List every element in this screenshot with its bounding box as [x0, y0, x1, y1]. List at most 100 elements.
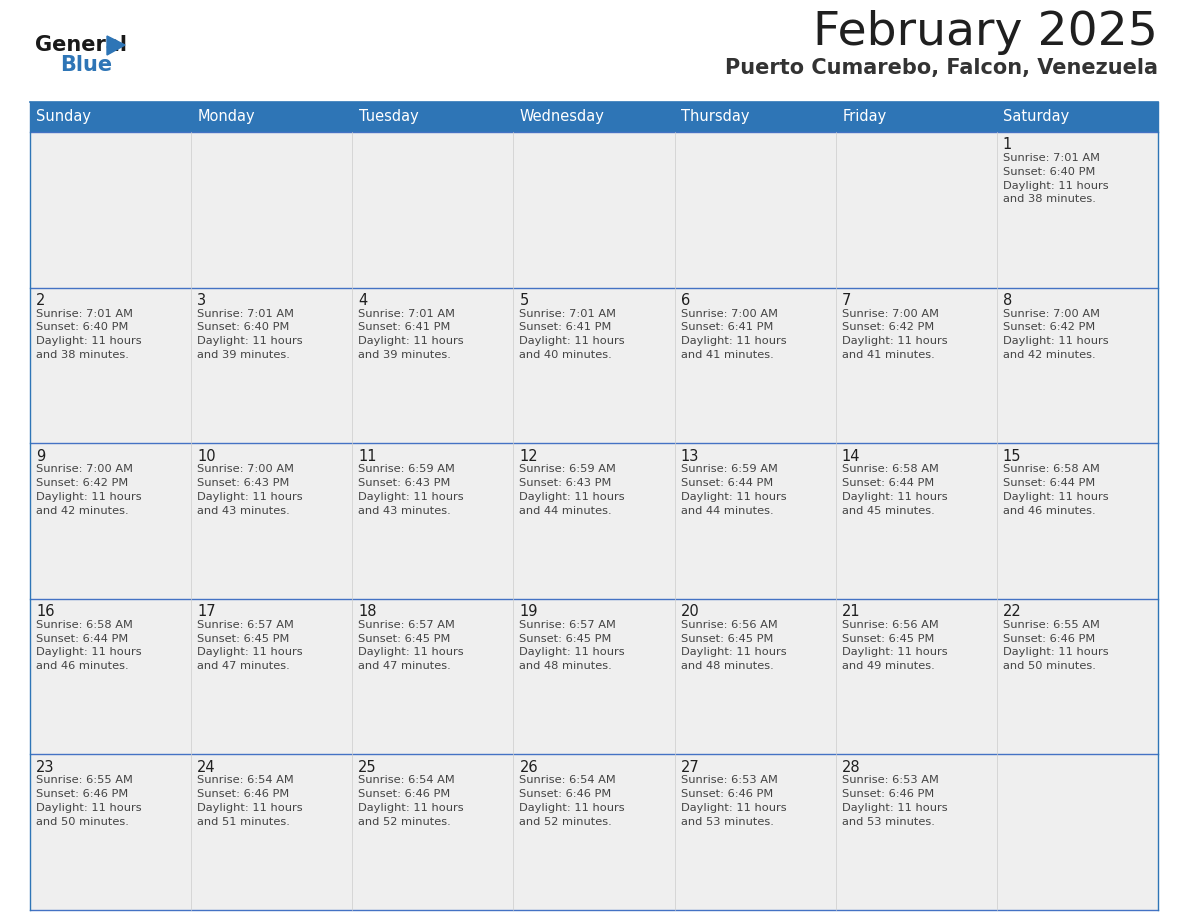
Text: Sunset: 6:44 PM: Sunset: 6:44 PM [681, 478, 773, 488]
Text: Sunrise: 6:53 AM: Sunrise: 6:53 AM [681, 776, 777, 786]
Bar [191, 755, 353, 910]
Text: Sunset: 6:41 PM: Sunset: 6:41 PM [359, 322, 450, 332]
Text: Sunset: 6:46 PM: Sunset: 6:46 PM [359, 789, 450, 800]
Text: Daylight: 11 hours: Daylight: 11 hours [1003, 492, 1108, 502]
Bar [30, 443, 191, 599]
Text: 4: 4 [359, 293, 367, 308]
Text: Sunset: 6:40 PM: Sunset: 6:40 PM [197, 322, 290, 332]
Text: Thursday: Thursday [681, 109, 750, 125]
Bar [835, 287, 997, 443]
Text: 10: 10 [197, 449, 216, 464]
Bar [513, 599, 675, 755]
Bar [191, 443, 353, 599]
Bar [835, 599, 997, 755]
Bar [997, 443, 1158, 599]
Text: Sunrise: 7:00 AM: Sunrise: 7:00 AM [1003, 308, 1100, 319]
Text: 20: 20 [681, 604, 700, 620]
Text: and 45 minutes.: and 45 minutes. [842, 506, 935, 516]
Text: and 48 minutes.: and 48 minutes. [519, 661, 612, 671]
Text: Sunrise: 7:01 AM: Sunrise: 7:01 AM [359, 308, 455, 319]
Text: Sunrise: 7:01 AM: Sunrise: 7:01 AM [1003, 153, 1100, 163]
Text: and 38 minutes.: and 38 minutes. [36, 350, 128, 360]
Text: Daylight: 11 hours: Daylight: 11 hours [1003, 647, 1108, 657]
Bar [997, 132, 1158, 287]
Text: Daylight: 11 hours: Daylight: 11 hours [36, 803, 141, 813]
Text: 25: 25 [359, 760, 377, 775]
Text: Sunset: 6:46 PM: Sunset: 6:46 PM [36, 789, 128, 800]
Text: and 42 minutes.: and 42 minutes. [1003, 350, 1095, 360]
Bar [30, 599, 191, 755]
Text: 26: 26 [519, 760, 538, 775]
Polygon shape [107, 36, 125, 55]
Text: and 52 minutes.: and 52 minutes. [519, 817, 612, 827]
Text: Daylight: 11 hours: Daylight: 11 hours [359, 336, 463, 346]
Bar [997, 287, 1158, 443]
Text: Daylight: 11 hours: Daylight: 11 hours [842, 803, 947, 813]
Text: Sunrise: 6:55 AM: Sunrise: 6:55 AM [1003, 620, 1100, 630]
Text: Daylight: 11 hours: Daylight: 11 hours [681, 803, 786, 813]
Text: and 44 minutes.: and 44 minutes. [681, 506, 773, 516]
Text: 12: 12 [519, 449, 538, 464]
Text: and 42 minutes.: and 42 minutes. [36, 506, 128, 516]
Text: Sunset: 6:43 PM: Sunset: 6:43 PM [197, 478, 290, 488]
Bar [675, 287, 835, 443]
Text: Daylight: 11 hours: Daylight: 11 hours [359, 803, 463, 813]
Text: Daylight: 11 hours: Daylight: 11 hours [519, 647, 625, 657]
Text: Daylight: 11 hours: Daylight: 11 hours [197, 647, 303, 657]
Text: Sunset: 6:46 PM: Sunset: 6:46 PM [1003, 633, 1095, 644]
Text: Wednesday: Wednesday [520, 109, 605, 125]
Text: 11: 11 [359, 449, 377, 464]
Text: Sunset: 6:42 PM: Sunset: 6:42 PM [1003, 322, 1095, 332]
Text: General: General [34, 35, 127, 55]
Text: and 48 minutes.: and 48 minutes. [681, 661, 773, 671]
Bar [675, 599, 835, 755]
Text: 16: 16 [36, 604, 55, 620]
Text: and 52 minutes.: and 52 minutes. [359, 817, 451, 827]
Text: 24: 24 [197, 760, 216, 775]
Text: Sunset: 6:46 PM: Sunset: 6:46 PM [197, 789, 290, 800]
Text: Sunset: 6:46 PM: Sunset: 6:46 PM [681, 789, 773, 800]
Text: and 46 minutes.: and 46 minutes. [36, 661, 128, 671]
Text: Daylight: 11 hours: Daylight: 11 hours [842, 492, 947, 502]
Text: and 39 minutes.: and 39 minutes. [359, 350, 451, 360]
Text: 15: 15 [1003, 449, 1022, 464]
Text: 21: 21 [842, 604, 860, 620]
Text: Sunset: 6:44 PM: Sunset: 6:44 PM [1003, 478, 1095, 488]
Text: 27: 27 [681, 760, 700, 775]
Text: Daylight: 11 hours: Daylight: 11 hours [36, 336, 141, 346]
Text: 3: 3 [197, 293, 207, 308]
Text: and 43 minutes.: and 43 minutes. [359, 506, 451, 516]
Text: Sunrise: 6:59 AM: Sunrise: 6:59 AM [519, 465, 617, 475]
Text: and 43 minutes.: and 43 minutes. [197, 506, 290, 516]
Text: Sunrise: 6:56 AM: Sunrise: 6:56 AM [842, 620, 939, 630]
Text: #1a1a1a: #1a1a1a [34, 37, 42, 38]
Bar [353, 599, 513, 755]
Text: and 41 minutes.: and 41 minutes. [681, 350, 773, 360]
Text: Sunset: 6:41 PM: Sunset: 6:41 PM [519, 322, 612, 332]
Bar [675, 132, 835, 287]
Text: Sunrise: 6:58 AM: Sunrise: 6:58 AM [36, 620, 133, 630]
Text: 17: 17 [197, 604, 216, 620]
Text: and 46 minutes.: and 46 minutes. [1003, 506, 1095, 516]
Bar [191, 599, 353, 755]
Text: and 47 minutes.: and 47 minutes. [197, 661, 290, 671]
Text: and 50 minutes.: and 50 minutes. [1003, 661, 1095, 671]
Bar [675, 755, 835, 910]
Text: Daylight: 11 hours: Daylight: 11 hours [681, 492, 786, 502]
Text: and 40 minutes.: and 40 minutes. [519, 350, 612, 360]
Text: Sunset: 6:45 PM: Sunset: 6:45 PM [197, 633, 290, 644]
Text: and 41 minutes.: and 41 minutes. [842, 350, 935, 360]
Text: and 39 minutes.: and 39 minutes. [197, 350, 290, 360]
Text: Sunrise: 7:01 AM: Sunrise: 7:01 AM [519, 308, 617, 319]
Text: Daylight: 11 hours: Daylight: 11 hours [359, 492, 463, 502]
Bar [191, 132, 353, 287]
Bar [675, 443, 835, 599]
Text: Sunset: 6:45 PM: Sunset: 6:45 PM [519, 633, 612, 644]
Text: 14: 14 [842, 449, 860, 464]
Text: Puerto Cumarebo, Falcon, Venezuela: Puerto Cumarebo, Falcon, Venezuela [725, 58, 1158, 78]
Text: Friday: Friday [842, 109, 886, 125]
Text: Sunrise: 6:59 AM: Sunrise: 6:59 AM [681, 465, 777, 475]
Text: Sunrise: 6:59 AM: Sunrise: 6:59 AM [359, 465, 455, 475]
Bar [997, 755, 1158, 910]
Bar [513, 132, 675, 287]
